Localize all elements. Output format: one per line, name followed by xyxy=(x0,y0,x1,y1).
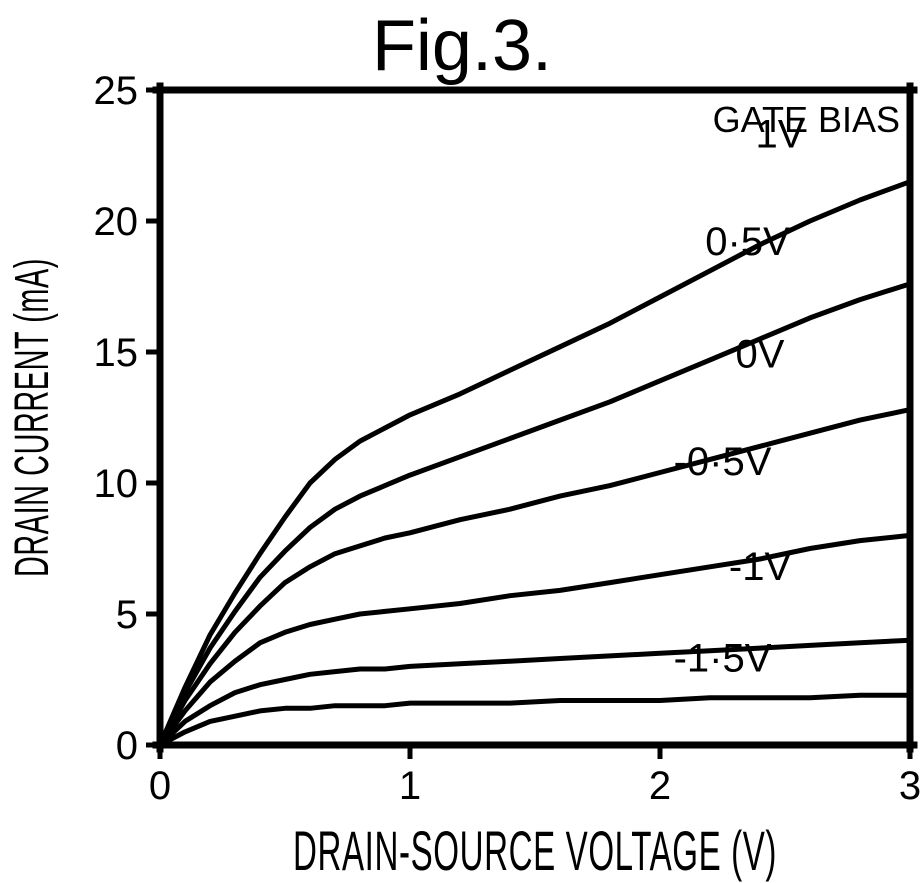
y-tick-label: 5 xyxy=(116,593,138,637)
y-axis-label: DRAIN CURRENT (mA) xyxy=(6,258,59,577)
y-tick-label: 0 xyxy=(116,724,138,768)
figure-title: Fig.3. xyxy=(372,6,552,86)
x-axis-label: DRAIN-SOURCE VOLTAGE (V) xyxy=(293,820,777,882)
series-label: -1V xyxy=(729,545,792,589)
series-label: 1V xyxy=(756,113,805,157)
x-tick-label: 2 xyxy=(649,764,671,808)
y-tick-label: 10 xyxy=(94,462,139,506)
y-tick-label: 15 xyxy=(94,331,139,375)
series-label: -1·5V xyxy=(674,637,772,681)
iv-curves-chart: Fig.3. 0 1 2 3 0 5 10 15 20 25 DRAIN CURRENT (mA) DR… xyxy=(0,0,924,883)
x-tick-label: 0 xyxy=(149,764,171,808)
y-tick-label: 25 xyxy=(94,69,139,113)
x-tick-label: 3 xyxy=(899,764,921,808)
series-label: 0·5V xyxy=(705,220,790,264)
y-tick-label: 20 xyxy=(94,200,139,244)
series-label: -0·5V xyxy=(674,440,772,484)
series-header: GATE BIAS xyxy=(713,99,900,140)
series-label: 0V xyxy=(736,333,785,377)
x-tick-label: 1 xyxy=(399,764,421,808)
